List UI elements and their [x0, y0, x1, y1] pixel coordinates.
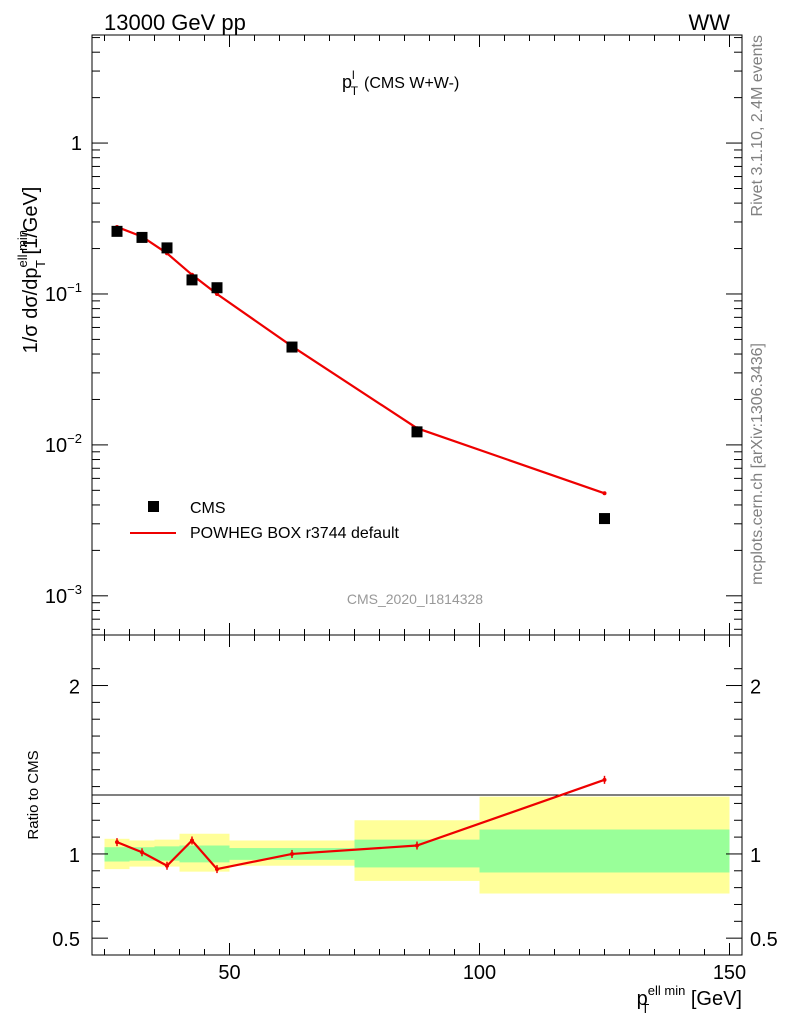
- mc-point: [602, 491, 607, 496]
- data-point: [186, 274, 198, 286]
- data-point: [161, 242, 173, 254]
- x-axis-label: pell min T [GeV]: [637, 983, 742, 1016]
- ratio-y-tick-label: 2: [69, 677, 80, 699]
- ratio-y-tick-label-right: 1: [750, 845, 761, 867]
- main-y-tick-label: 10−2: [45, 431, 82, 457]
- main-y-tick-labels: 1 10−1 10−2 10−3: [45, 133, 82, 608]
- ratio-y-tick-label-right: 2: [750, 677, 761, 699]
- mc-ratio-point: [415, 843, 419, 848]
- data-point: [211, 282, 223, 294]
- data-point: [286, 341, 298, 353]
- main-y-tick-label: 10−1: [45, 280, 82, 306]
- main-panel-frame: [91, 34, 743, 636]
- mc-ratio-line: [116, 778, 605, 871]
- ratio-y-axis-label: Ratio to CMS: [25, 750, 42, 839]
- legend-data-marker: [148, 501, 159, 512]
- main-y-tick-label: 10−3: [45, 582, 82, 608]
- mc-ratio-point: [140, 850, 144, 855]
- process-label: WW: [688, 10, 730, 35]
- ratio-band-inner: [179, 845, 205, 863]
- mc-ratio-point: [115, 840, 119, 845]
- mc-ratio-point: [165, 863, 169, 868]
- data-point: [599, 513, 610, 525]
- analysis-id: CMS_2020_I1814328: [347, 591, 483, 607]
- ratio-band-inner: [154, 846, 180, 861]
- ratio-y-tick-label-right: 0.5: [750, 929, 778, 951]
- energy-label: 13000 GeV pp: [104, 10, 246, 35]
- plot-title: pl T (CMS W+W-): [342, 68, 459, 98]
- mc-line: [116, 225, 605, 495]
- main-y-axis-label: 1/σ dσ/dpell min T [1/GeV]: [15, 187, 48, 354]
- ratio-y-tick-label: 1: [69, 845, 80, 867]
- data-point: [111, 225, 123, 237]
- legend: CMS POWHEG BOX r3744 default: [130, 500, 400, 542]
- mc-series-main: [115, 224, 607, 496]
- legend-mc-label: POWHEG BOX r3744 default: [190, 525, 400, 542]
- x-tick-labels: 50 100 150: [218, 962, 746, 984]
- x-tick-label: 150: [713, 962, 746, 984]
- data-series-main: [111, 225, 610, 525]
- ratio-band-inner: [204, 845, 230, 863]
- ratio-y-tick-labels: 0.5 0.5 1 1 2 2: [52, 677, 778, 952]
- mc-ratio-point: [602, 777, 607, 782]
- mc-ratio-point: [190, 838, 194, 843]
- ratio-panel-frame: [91, 634, 743, 956]
- mc-series-ratio: [115, 775, 607, 874]
- axis-ticks: [92, 35, 742, 955]
- data-point: [136, 231, 148, 243]
- ratio-y-tick-label: 0.5: [52, 929, 80, 951]
- x-tick-label: 50: [218, 962, 240, 984]
- x-tick-label: 100: [463, 962, 496, 984]
- legend-data-label: CMS: [190, 500, 226, 517]
- data-point: [411, 426, 423, 438]
- mc-ratio-point: [215, 867, 219, 872]
- ratio-band-inner: [479, 829, 730, 873]
- ratio-band-inner: [104, 847, 130, 862]
- mc-ratio-point: [290, 851, 294, 856]
- rivet-label: Rivet 3.1.10, 2.4M events: [749, 35, 766, 216]
- site-label: mcplots.cern.ch [arXiv:1306.3436]: [749, 343, 766, 585]
- main-y-tick-label: 1: [71, 133, 82, 155]
